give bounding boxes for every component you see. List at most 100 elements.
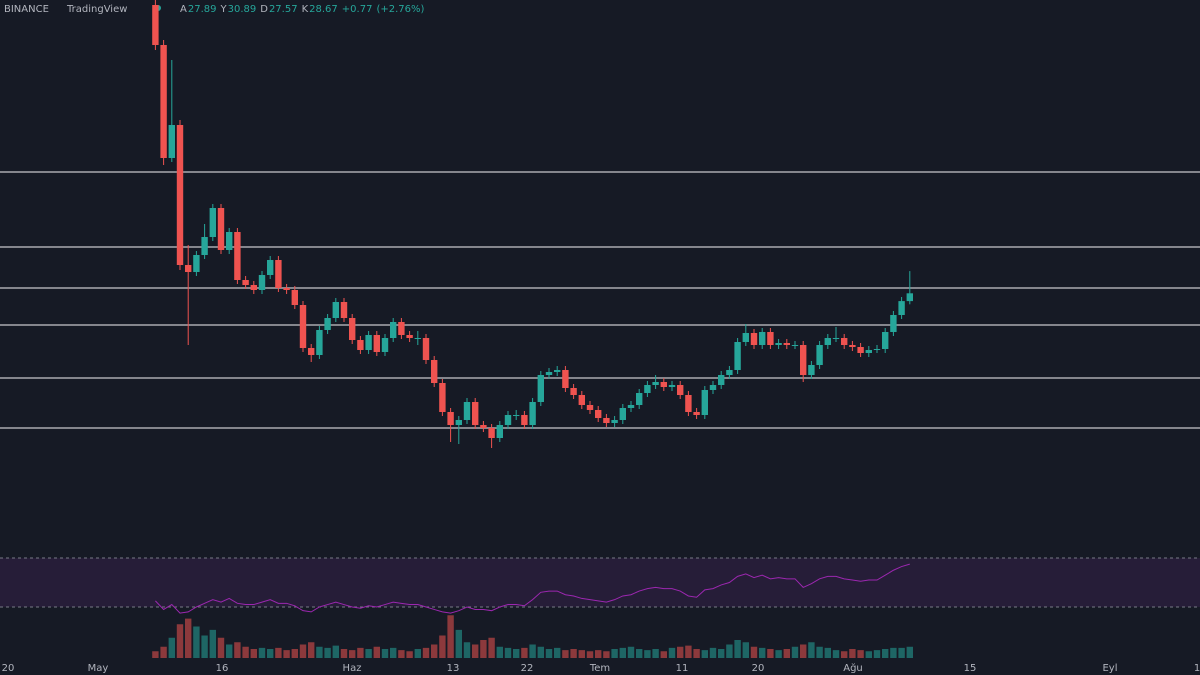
volume-bar bbox=[324, 647, 331, 658]
volume-bar bbox=[365, 649, 372, 658]
candle-body bbox=[586, 405, 594, 410]
x-tick-label: 20 bbox=[752, 663, 765, 674]
volume-bar bbox=[660, 651, 667, 658]
volume-bar bbox=[185, 618, 192, 658]
candle-body bbox=[636, 393, 643, 405]
candle-body bbox=[463, 402, 471, 420]
candle-body bbox=[578, 395, 585, 405]
volume-bar bbox=[406, 651, 413, 658]
x-tick-label: 13 bbox=[447, 663, 460, 674]
x-tick-label: Haz bbox=[343, 663, 362, 674]
volume-bar bbox=[357, 647, 364, 658]
candle-body bbox=[767, 332, 774, 345]
volume-bar bbox=[332, 645, 339, 658]
candle-body bbox=[406, 335, 413, 338]
volume-bar bbox=[209, 629, 216, 658]
source: BINANCE bbox=[4, 4, 49, 15]
candle-body bbox=[832, 338, 840, 339]
volume-bar bbox=[496, 646, 503, 658]
volume-bar bbox=[668, 647, 676, 658]
volume-bar bbox=[586, 651, 594, 658]
candle-body bbox=[381, 338, 389, 352]
volume-bar bbox=[201, 635, 208, 658]
volume-bar bbox=[472, 644, 479, 658]
volume-bar bbox=[463, 642, 471, 658]
volume-bar bbox=[750, 646, 758, 658]
candle-body bbox=[693, 412, 700, 415]
volume-bar bbox=[849, 649, 856, 658]
candle-body bbox=[373, 335, 380, 352]
candle-body bbox=[726, 370, 733, 375]
candle-body bbox=[488, 428, 495, 438]
volume-bar bbox=[693, 649, 700, 658]
volume-bar bbox=[168, 637, 175, 658]
volume-bar bbox=[513, 649, 520, 658]
candle-body bbox=[275, 260, 282, 288]
volume-bar bbox=[611, 649, 618, 658]
candle-body bbox=[595, 410, 602, 418]
volume-bar bbox=[882, 649, 889, 658]
candle-body bbox=[513, 415, 520, 416]
volume-bar bbox=[644, 650, 651, 658]
platform: TradingView bbox=[66, 4, 127, 15]
candle-body bbox=[283, 288, 290, 290]
candle-body bbox=[365, 335, 372, 350]
volume-bar bbox=[800, 644, 807, 658]
volume-bar bbox=[431, 644, 438, 658]
x-tick-label: 11 bbox=[676, 663, 689, 674]
candle-body bbox=[644, 385, 651, 393]
volume-bar bbox=[562, 650, 569, 658]
volume-bar bbox=[652, 649, 659, 658]
change: +0.77 bbox=[342, 4, 373, 15]
candle-body bbox=[176, 125, 184, 265]
volume-bar bbox=[480, 640, 487, 658]
volume-bar bbox=[906, 646, 913, 658]
candle-body bbox=[242, 280, 249, 285]
candle-body bbox=[800, 345, 807, 375]
volume-bar bbox=[381, 649, 389, 658]
x-tick-label: 15 bbox=[964, 663, 977, 674]
volume-bar bbox=[603, 651, 610, 658]
volume-bar bbox=[422, 647, 430, 658]
candle-body bbox=[808, 365, 815, 375]
candle-body bbox=[742, 333, 749, 342]
volume-bar bbox=[308, 642, 315, 658]
x-tick-label: May bbox=[88, 663, 109, 674]
volume-bar bbox=[570, 649, 577, 658]
candle-body bbox=[873, 349, 881, 350]
x-tick-label: Tem bbox=[589, 663, 610, 674]
candle-body bbox=[152, 5, 159, 45]
volume-bar bbox=[627, 646, 635, 658]
candle-body bbox=[316, 330, 323, 355]
candle-body bbox=[627, 405, 635, 408]
volume-bar bbox=[488, 637, 495, 658]
volume-bar bbox=[759, 647, 766, 658]
candle-body bbox=[160, 45, 167, 158]
volume-bar bbox=[258, 647, 266, 658]
volume-bar bbox=[545, 649, 553, 658]
candle-body bbox=[545, 372, 553, 375]
volume-bar bbox=[726, 644, 733, 658]
candle-body bbox=[299, 305, 307, 348]
rsi-band bbox=[0, 558, 1200, 607]
volume-bar bbox=[521, 647, 528, 658]
candle-body bbox=[250, 285, 257, 290]
volume-bar bbox=[275, 647, 282, 658]
volume-bar bbox=[734, 640, 741, 658]
ohlc-value: 27.89 bbox=[188, 4, 217, 15]
volume-bar bbox=[808, 642, 815, 658]
ohlc-label: Y bbox=[219, 4, 227, 15]
candle-body bbox=[185, 265, 192, 272]
candle-body bbox=[258, 275, 266, 290]
candle-body bbox=[775, 343, 782, 345]
candle-body bbox=[209, 208, 216, 237]
volume-bar bbox=[890, 647, 897, 658]
candle-body bbox=[857, 347, 864, 353]
x-tick-label: Ağu bbox=[843, 662, 863, 674]
candle-body bbox=[890, 315, 897, 332]
volume-bar bbox=[390, 647, 397, 658]
volume-bar bbox=[152, 651, 159, 658]
candle-body bbox=[841, 338, 848, 345]
volume-bar bbox=[685, 645, 692, 658]
